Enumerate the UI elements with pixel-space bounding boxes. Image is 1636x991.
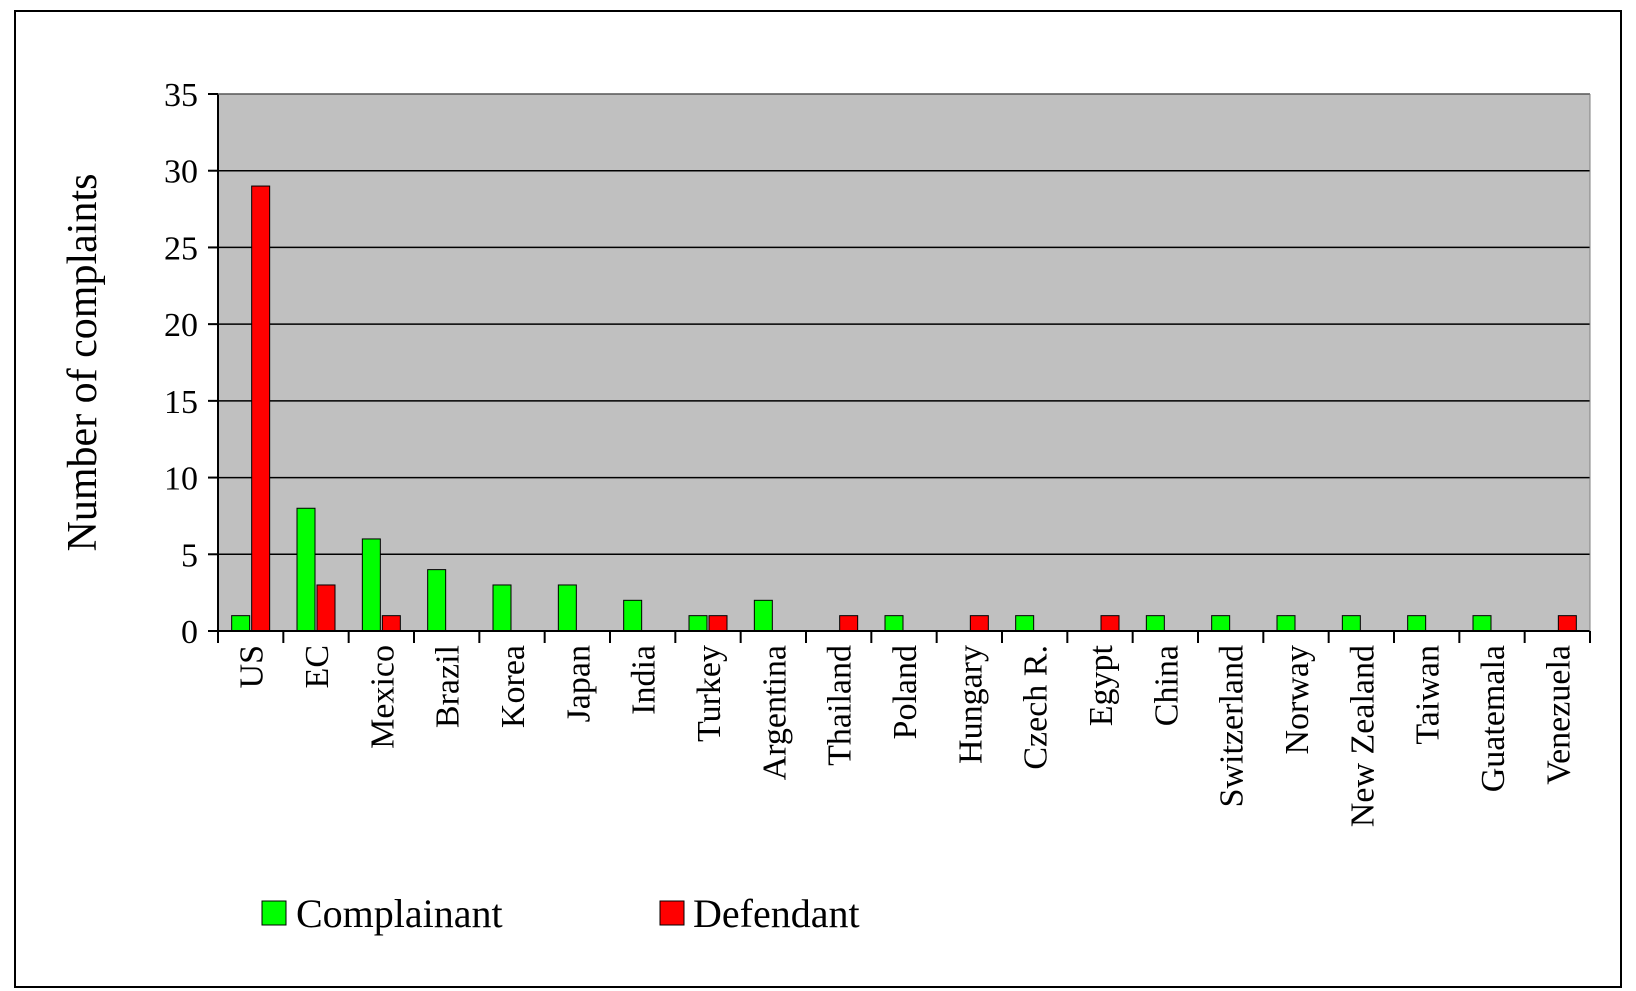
bar-complainant-switzerland (1211, 615, 1231, 632)
y-tick-label: 30 (164, 154, 198, 191)
bar-complainant-poland (884, 615, 904, 632)
x-tick-labels: US EC Mexico Brazil Korea Japan India Turkey Arg… (234, 644, 1578, 827)
bar-complainant-argentina (753, 599, 773, 632)
bar-complainant-ec (296, 507, 316, 632)
legend: Complainant Defendant (261, 891, 860, 936)
bar-complainant-india (623, 599, 643, 632)
x-tick-label: Poland (887, 645, 924, 739)
x-tick-label: China (1148, 645, 1185, 726)
bar-defendant-ec (316, 584, 336, 632)
bar-complainant-korea (492, 584, 512, 632)
x-tick-label: Czech R. (1018, 645, 1055, 770)
x-tick-label: EC (299, 645, 336, 688)
x-tick-label: India (626, 645, 663, 715)
legend-label-complainant: Complainant (296, 891, 503, 936)
bar-defendant-hungary (969, 615, 989, 632)
bar-complainant-us (231, 615, 251, 632)
bar-complainant-new-zealand (1341, 615, 1361, 632)
bar-complainant-turkey (688, 615, 708, 632)
y-tick-label: 25 (164, 230, 198, 267)
bar-defendant-turkey (708, 615, 728, 632)
x-tick-label: Japan (560, 645, 597, 722)
x-tick-label: Mexico (364, 645, 401, 749)
x-tick-label: Switzerland (1214, 645, 1251, 807)
x-tick-label: Turkey (691, 645, 728, 742)
bar-defendant-us (251, 185, 271, 632)
y-axis-title: Number of complaints (60, 174, 106, 552)
bar-defendant-venezuela (1557, 615, 1577, 632)
bar-complainant-taiwan (1407, 615, 1427, 632)
y-tick-label: 35 (164, 77, 198, 114)
bar-complainant-norway (1276, 615, 1296, 632)
x-tick-label: Venezuela (1540, 645, 1577, 785)
axes (208, 93, 1591, 643)
x-tick-label: Norway (1279, 645, 1316, 755)
y-tick-label: 10 (164, 461, 198, 498)
x-tick-label: Brazil (430, 645, 467, 728)
y-tick-labels: 0 5 10 15 20 25 30 35 (164, 77, 198, 651)
bar-complainant-brazil (427, 569, 447, 632)
bar-complainant-czech-r (1015, 615, 1035, 632)
legend-label-defendant: Defendant (693, 891, 860, 936)
plot-area (218, 94, 1590, 631)
legend-swatch-defendant (659, 900, 685, 926)
x-tick-label: US (234, 645, 271, 688)
y-tick-label: 0 (181, 614, 198, 651)
bar-complainant-japan (557, 584, 577, 632)
y-tick-label: 15 (164, 384, 198, 421)
legend-swatch-complainant (261, 900, 287, 926)
y-tick-label: 5 (181, 537, 198, 574)
bar-complainant-china (1145, 615, 1165, 632)
x-tick-label: New Zealand (1344, 645, 1381, 827)
x-tick-label: Guatemala (1475, 645, 1512, 792)
x-tick-label: Thailand (822, 645, 859, 766)
bar-complainant-mexico (361, 538, 381, 632)
x-tick-label: Taiwan (1410, 645, 1447, 745)
bar-defendant-egypt (1100, 615, 1120, 632)
bar-complainant-guatemala (1472, 615, 1492, 632)
bars (231, 185, 1577, 632)
bar-defendant-thailand (839, 615, 859, 632)
x-tick-label: Egypt (1083, 644, 1120, 726)
bar-defendant-mexico (381, 615, 401, 632)
y-tick-label: 20 (164, 307, 198, 344)
x-tick-label: Korea (495, 645, 532, 728)
x-tick-label: Argentina (756, 645, 793, 780)
x-tick-label: Hungary (952, 645, 989, 764)
